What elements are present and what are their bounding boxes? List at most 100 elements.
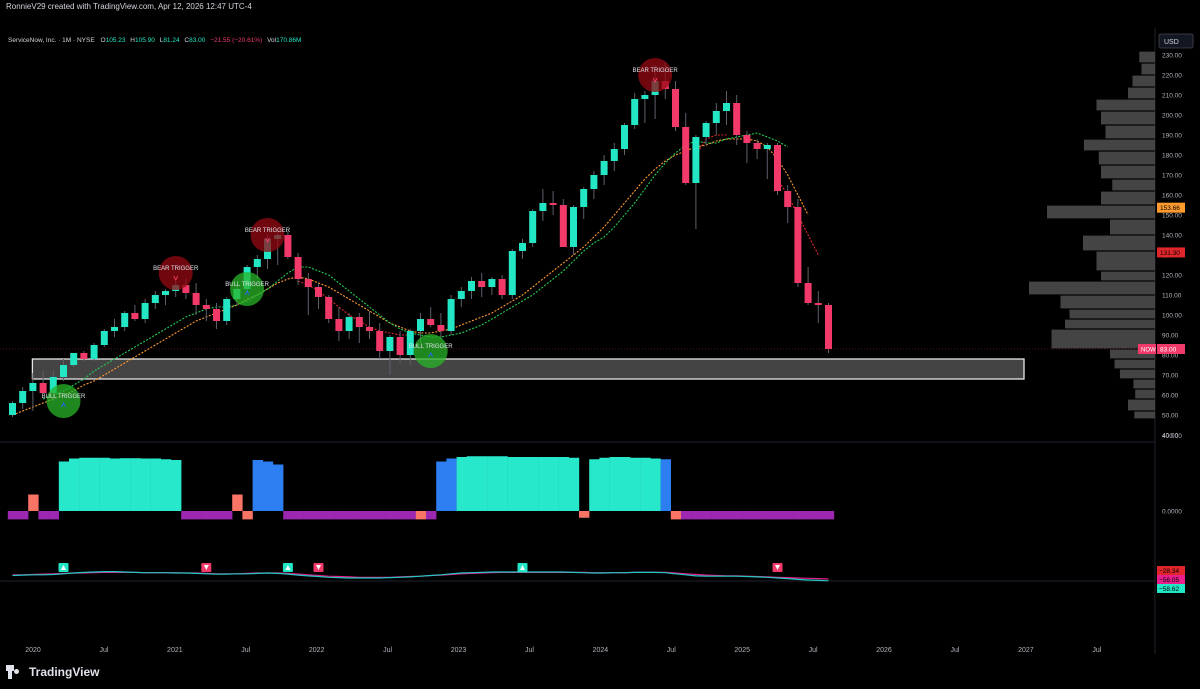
candle — [39, 371, 47, 393]
bear-trigger-label: BEAR TRIGGER — [632, 68, 678, 74]
candle-body — [457, 291, 465, 299]
bull-trigger-circle — [413, 334, 448, 368]
histogram-tick-label: 0.0000 — [1162, 509, 1182, 516]
oscillator-value-label: −56.05 — [1157, 575, 1185, 584]
chart-canvas[interactable]: BULL TRIGGER BEAR TRIGGER BULL TRIGGER BEAR… — [0, 14, 1200, 657]
histogram-bar — [18, 511, 29, 520]
time-tick-label: Jul — [950, 647, 959, 654]
price-tick-label: 160.00 — [1162, 193, 1182, 200]
legend-close: 83.00 — [189, 37, 206, 44]
price-tick-label: 70.00 — [1162, 373, 1179, 380]
candle-body — [49, 377, 57, 393]
histogram-bar — [58, 461, 70, 511]
candle — [19, 387, 27, 409]
histogram-bar — [681, 511, 692, 520]
bull-trigger-circle — [46, 384, 81, 418]
histogram-bar — [670, 511, 682, 520]
currency-badge[interactable]: USD — [1158, 33, 1194, 49]
histogram-bar — [619, 457, 631, 511]
bear-trigger-label: BEAR TRIGGER — [245, 228, 291, 234]
oscillator-lines — [12, 563, 829, 582]
legend-close-label: C — [184, 37, 189, 44]
candle — [406, 329, 414, 365]
candle-body — [580, 189, 588, 207]
candle-body — [712, 111, 720, 123]
volume-profile-bar — [1141, 63, 1155, 75]
histogram-bar — [160, 459, 172, 511]
candle-body — [468, 281, 475, 291]
sell-marker — [772, 563, 783, 572]
bear-trigger: BEAR TRIGGER — [245, 218, 291, 252]
price-tick-label: 60.00 — [1162, 393, 1179, 400]
histogram-bar — [232, 494, 243, 511]
tradingview-logo[interactable]: TradingView — [6, 665, 99, 679]
candle — [621, 123, 628, 155]
triangle-up-icon — [61, 565, 66, 570]
histogram-bar — [324, 511, 335, 520]
candle — [692, 135, 700, 229]
price-axis[interactable]: 40.00 50.00 60.00 70.00 80.00 90.00 100.00 110.… — [1138, 53, 1185, 594]
volume-profile-bar — [1060, 295, 1155, 309]
arrow-up-icon — [61, 401, 66, 408]
price-label: 131.30 — [1157, 247, 1185, 258]
candle — [498, 275, 506, 299]
price-label-box — [1157, 344, 1185, 354]
oscillator-histogram — [7, 456, 835, 520]
candle-body — [141, 303, 149, 319]
candle — [223, 297, 231, 325]
candle-body — [223, 299, 231, 321]
arrow-up-icon — [428, 351, 434, 358]
histogram-bar — [558, 457, 569, 511]
time-tick-label: Jul — [667, 647, 676, 654]
volume-profile-bar — [1083, 235, 1155, 251]
candle-body — [151, 295, 159, 303]
now-tag-box — [1138, 344, 1156, 354]
candle — [284, 231, 292, 259]
candle-body — [417, 319, 424, 331]
histogram-bar — [395, 511, 406, 520]
histogram-bar — [99, 457, 110, 511]
histogram-bar — [456, 457, 467, 511]
volume-profile-bar — [1047, 205, 1155, 219]
price-label: 153.66 — [1157, 202, 1185, 213]
triangle-down-icon — [316, 565, 321, 570]
histogram-bar — [772, 511, 784, 520]
histogram-bar — [599, 457, 610, 511]
candle — [457, 287, 465, 307]
candle-body — [682, 127, 690, 183]
candle-body — [213, 309, 220, 321]
volume-profile-bar — [1105, 125, 1155, 139]
histogram-bar — [211, 511, 223, 520]
candle-body — [508, 251, 516, 295]
trigger-signals: BULL TRIGGER BEAR TRIGGER BULL TRIGGER BEAR… — [42, 58, 678, 418]
candle — [702, 121, 710, 145]
candle — [376, 323, 384, 359]
volume-profile-bar — [1114, 359, 1155, 369]
volume-profile-bar — [1110, 349, 1155, 359]
candle — [121, 311, 129, 331]
volume-profile-bar — [1051, 329, 1155, 349]
histogram-bar — [528, 457, 539, 511]
histogram-bar — [109, 458, 121, 511]
candle — [131, 305, 139, 321]
time-tick-label: Jul — [809, 647, 818, 654]
candle-body — [529, 211, 537, 243]
candle-body — [90, 345, 98, 359]
legend-low-label: L — [160, 37, 164, 44]
candle-body — [447, 299, 455, 331]
volume-profile-bar — [1135, 389, 1155, 399]
bear-trigger-circle — [250, 218, 285, 252]
histogram-bar — [660, 459, 671, 511]
volume-profile-bar — [1101, 271, 1155, 281]
slow-moving-average — [12, 138, 809, 416]
red-moving-average — [695, 134, 727, 156]
volume-profile-bar — [1119, 369, 1155, 379]
candle — [519, 239, 526, 259]
candle — [825, 303, 832, 353]
arrow-down-icon — [652, 77, 658, 84]
time-axis[interactable]: 2020 Jul 2021 Jul 2022 Jul 2023 Jul 2024 Jul 2025 J… — [25, 647, 1102, 654]
histogram-bar — [711, 511, 722, 520]
price-label-box — [1157, 247, 1185, 258]
price-tick-label: 220.00 — [1162, 73, 1182, 80]
candle — [804, 267, 812, 305]
